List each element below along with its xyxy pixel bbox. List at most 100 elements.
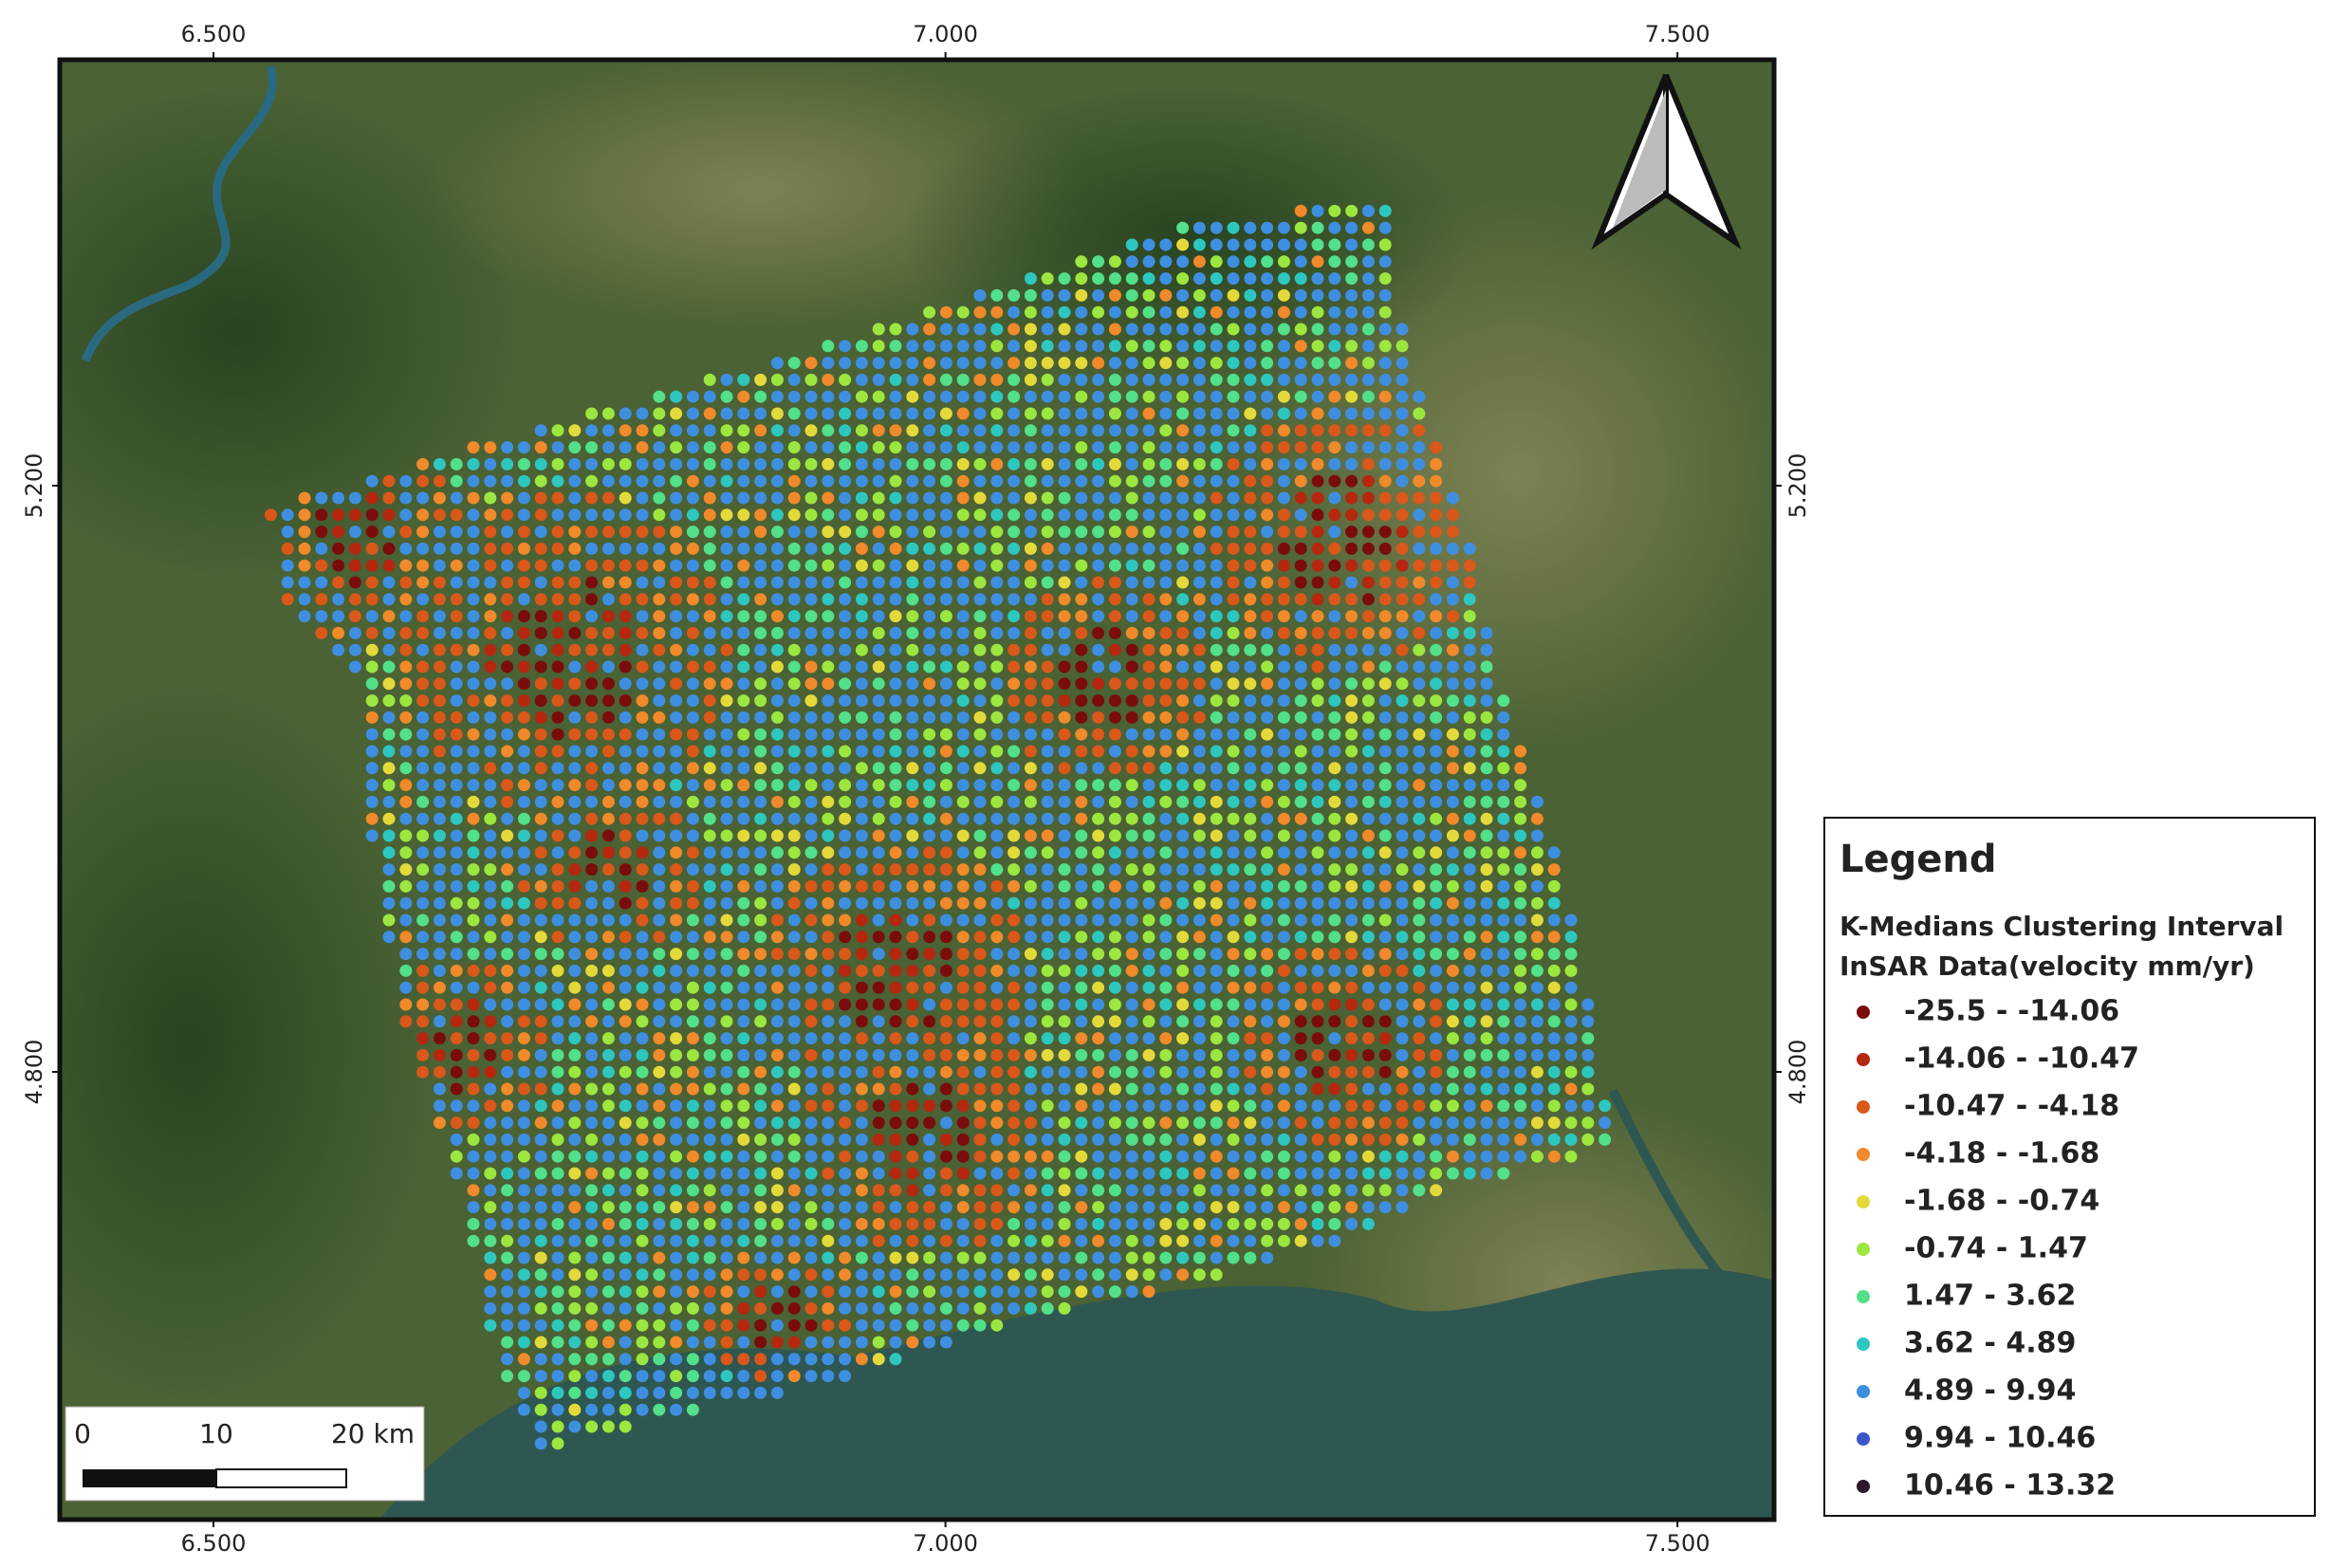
insar-point: [416, 863, 430, 876]
insar-point: [399, 728, 413, 741]
insar-point: [1480, 931, 1493, 944]
insar-point: [1024, 340, 1037, 353]
insar-point: [1261, 474, 1274, 488]
insar-point: [906, 357, 919, 370]
insar-point: [872, 542, 885, 555]
insar-point: [534, 1370, 547, 1383]
insar-point: [298, 491, 311, 505]
insar-point: [1361, 643, 1375, 656]
insar-point: [450, 998, 463, 1011]
insar-point: [670, 643, 683, 656]
insar-point: [568, 576, 582, 589]
insar-point: [855, 491, 868, 505]
insar-point: [670, 526, 683, 539]
insar-point: [822, 829, 835, 842]
legend-label: -4.18 - -1.68: [1904, 1137, 2099, 1171]
insar-point: [770, 1234, 784, 1247]
insar-point: [1193, 593, 1206, 606]
insar-point: [872, 1048, 885, 1061]
insar-point: [1176, 305, 1190, 319]
insar-point: [1075, 964, 1088, 977]
insar-point: [1345, 863, 1359, 876]
insar-point: [973, 1234, 987, 1247]
insar-point: [686, 1133, 699, 1146]
insar-point: [1058, 863, 1071, 876]
insar-point: [670, 1167, 683, 1180]
insar-point: [1261, 255, 1274, 268]
insar-point: [1413, 660, 1426, 673]
insar-point: [636, 762, 649, 775]
insar-point: [720, 863, 733, 876]
insar-point: [1413, 1015, 1426, 1028]
insar-point: [467, 441, 480, 454]
insar-point: [365, 677, 379, 691]
insar-point: [467, 542, 480, 555]
insar-point: [1058, 1201, 1071, 1214]
insar-point: [416, 879, 430, 893]
insar-point: [973, 457, 987, 470]
insar-point: [1108, 745, 1121, 758]
insar-point: [1008, 1048, 1021, 1061]
insar-point: [822, 424, 835, 437]
insar-point: [804, 593, 818, 606]
insar-point: [703, 526, 716, 539]
insar-point: [568, 981, 582, 994]
insar-point: [906, 1167, 919, 1180]
insar-point: [1311, 390, 1324, 403]
insar-point: [1193, 1133, 1206, 1146]
insar-point: [1244, 694, 1257, 708]
insar-point: [1294, 340, 1307, 353]
insar-point: [1361, 1048, 1375, 1061]
insar-point: [804, 913, 818, 927]
insar-point: [670, 1032, 683, 1045]
insar-point: [534, 1420, 547, 1433]
insar-point: [484, 728, 497, 741]
insar-point: [1311, 829, 1324, 842]
insar-point: [1193, 474, 1206, 488]
insar-point: [1446, 1167, 1459, 1180]
insar-point: [467, 879, 480, 893]
insar-point: [382, 710, 396, 724]
insar-point: [534, 1268, 547, 1282]
insar-point: [889, 1099, 902, 1113]
insar-point: [1092, 474, 1105, 488]
insar-point: [1008, 457, 1021, 470]
insar-point: [517, 1032, 530, 1045]
insar-point: [1108, 526, 1121, 539]
insar-point: [1497, 779, 1510, 792]
insar-point: [1193, 390, 1206, 403]
insar-point: [636, 1150, 649, 1163]
insar-point: [770, 508, 784, 522]
insar-point: [822, 728, 835, 741]
insar-point: [517, 508, 530, 522]
insar-point: [1024, 1217, 1037, 1230]
insar-point: [1378, 610, 1392, 623]
insar-point: [1125, 1099, 1138, 1113]
insar-point: [1108, 846, 1121, 859]
insar-point: [1345, 728, 1359, 741]
insar-point: [1008, 542, 1021, 555]
insar-point: [1514, 762, 1527, 775]
insar-point: [619, 1285, 632, 1299]
insar-point: [1159, 238, 1173, 251]
insar-point: [517, 846, 530, 859]
insar-point: [1581, 1065, 1595, 1079]
insar-point: [517, 542, 530, 555]
insar-point: [399, 610, 413, 623]
insar-point: [601, 1184, 615, 1197]
insar-point: [365, 626, 379, 639]
insar-point: [484, 593, 497, 606]
insar-point: [484, 812, 497, 825]
insar-point: [601, 1420, 615, 1433]
insar-point: [1159, 896, 1173, 910]
insar-point: [990, 643, 1004, 656]
insar-point: [1176, 779, 1190, 792]
insar-point: [1361, 559, 1375, 572]
insar-point: [973, 812, 987, 825]
insar-point: [990, 762, 1004, 775]
insar-point: [450, 677, 463, 691]
insar-point: [1480, 981, 1493, 994]
insar-point: [889, 491, 902, 505]
insar-point: [923, 474, 936, 488]
insar-point: [686, 491, 699, 505]
